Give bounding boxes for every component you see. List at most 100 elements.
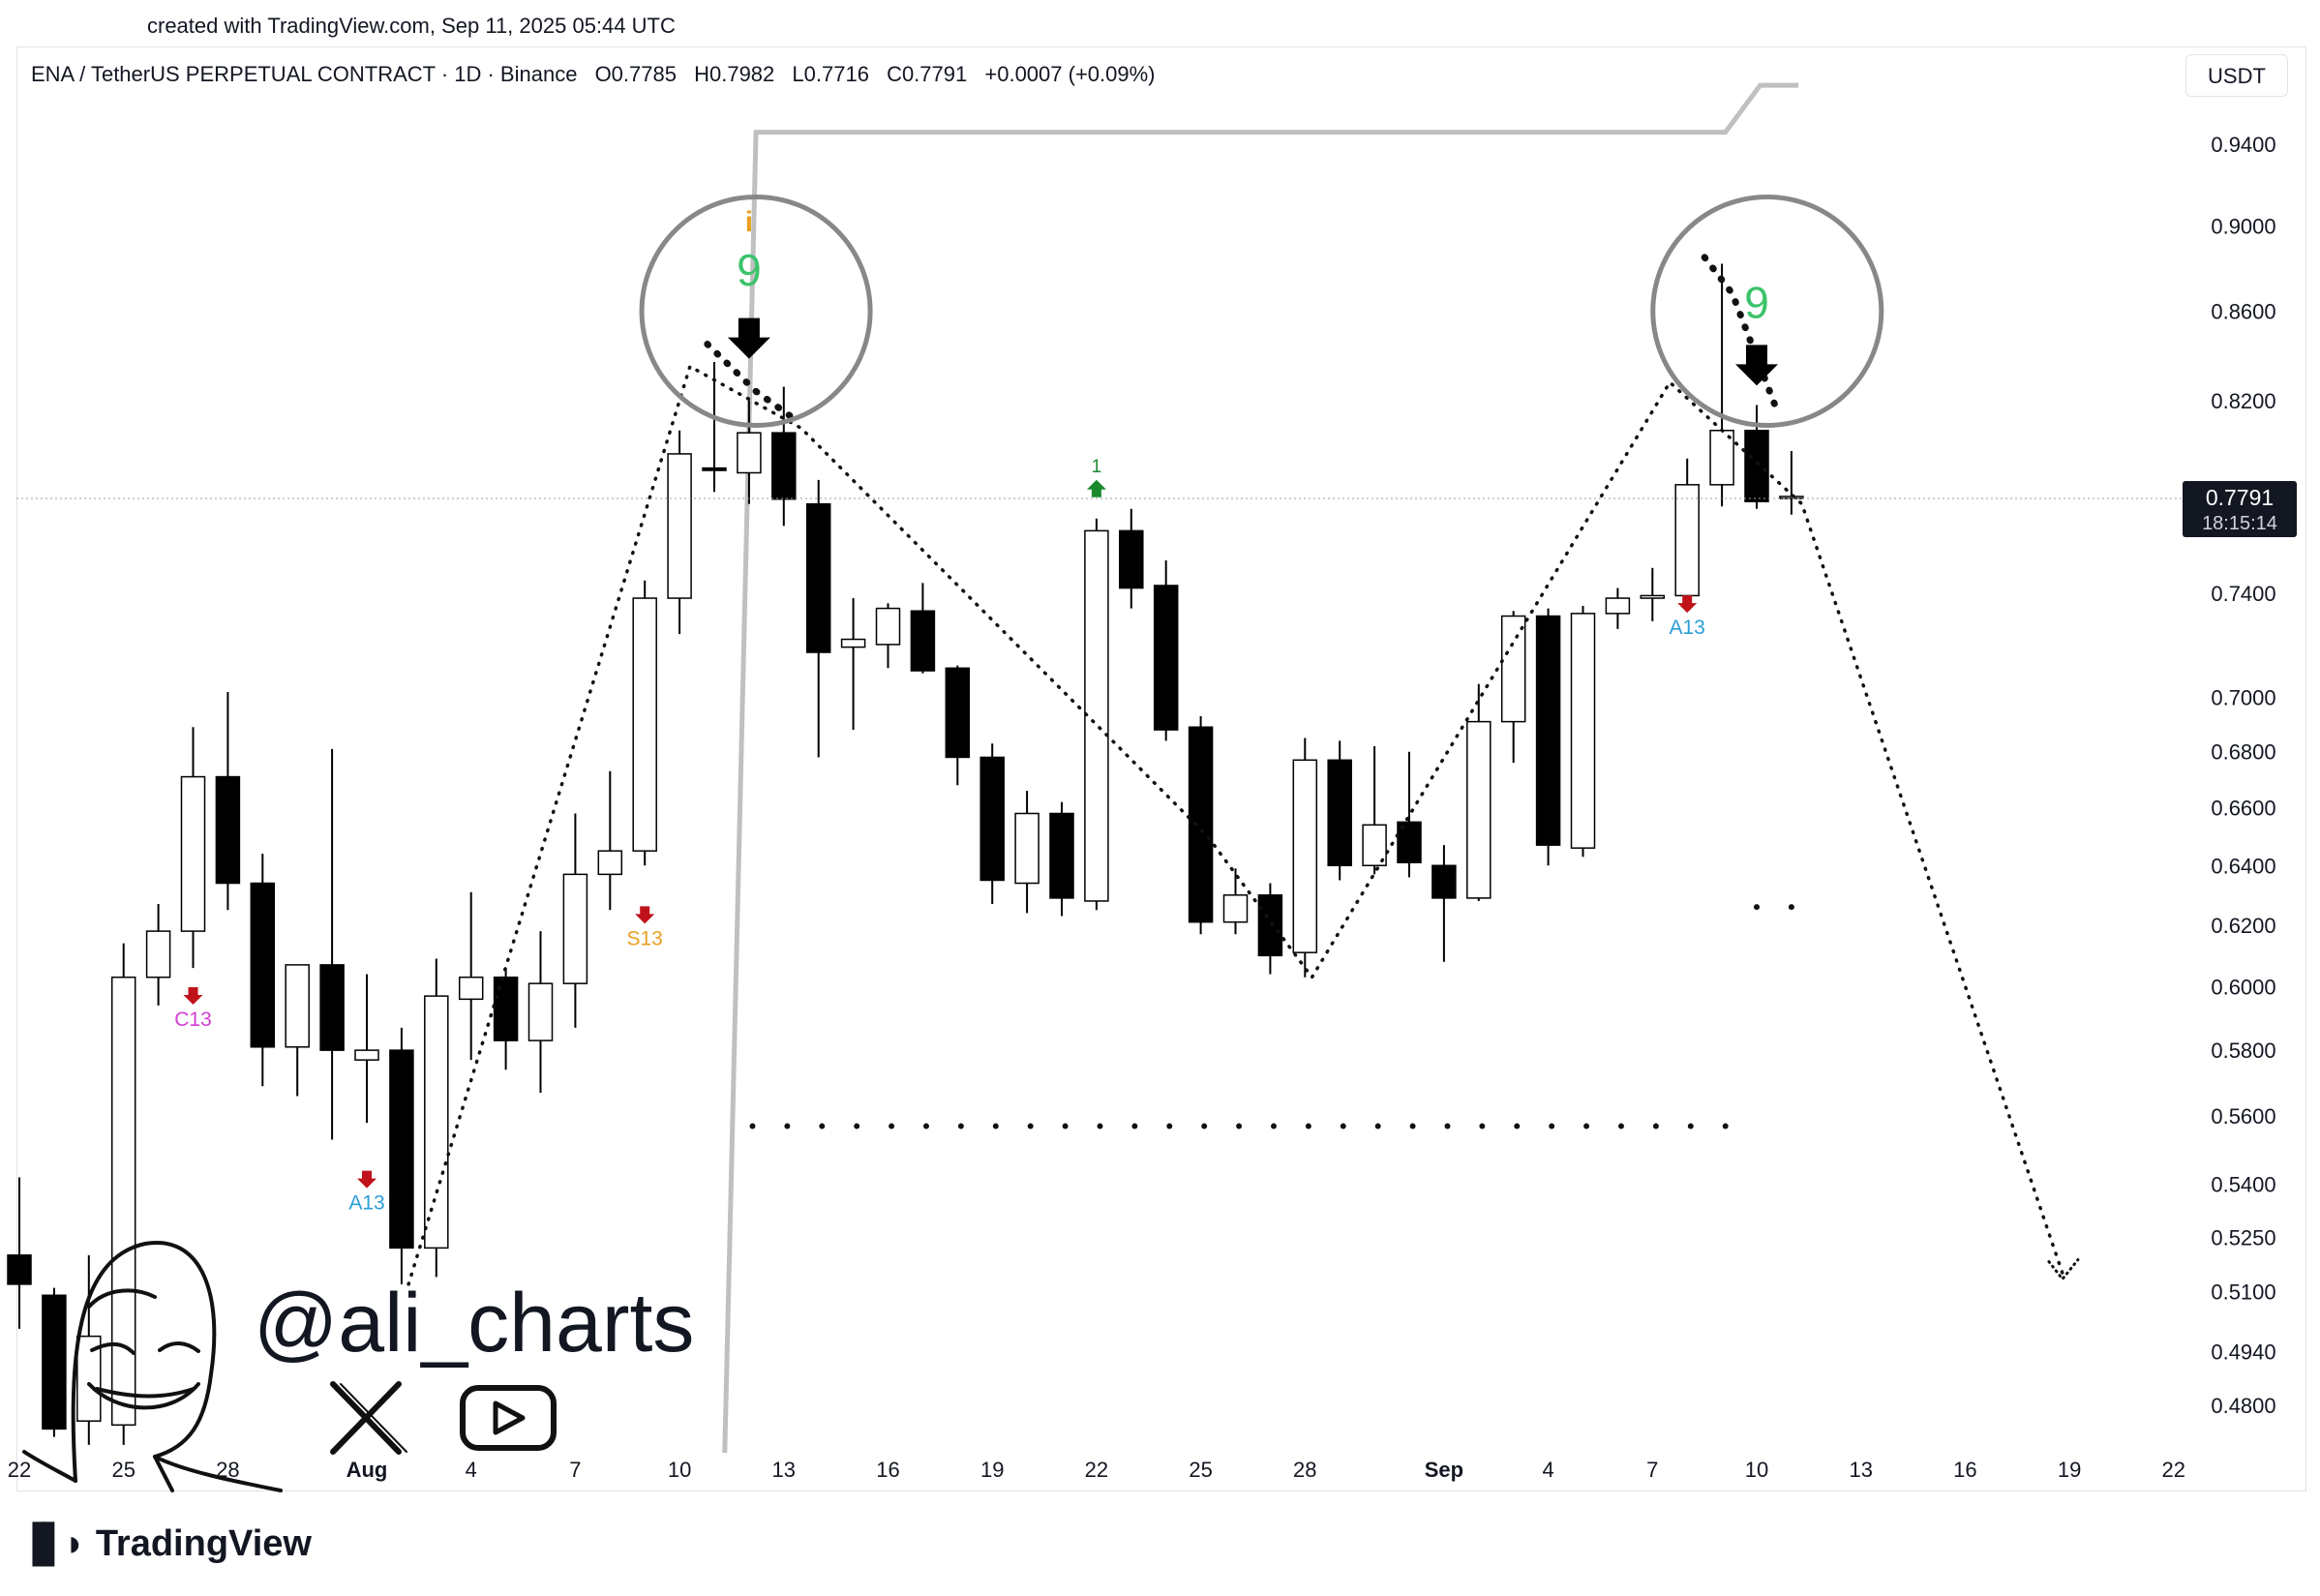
y-tick-label: 0.6800	[2211, 740, 2275, 765]
count-13-label: C13	[174, 1009, 212, 1031]
candle	[1744, 405, 1769, 509]
sell-arrow-icon	[727, 317, 770, 359]
y-tick-label: 0.4800	[2211, 1394, 2275, 1418]
candle-body-down	[493, 976, 519, 1041]
candle-body-up	[597, 850, 623, 876]
candle-body-down	[1257, 894, 1283, 957]
candle	[424, 958, 449, 1278]
candle-body-down	[7, 1254, 32, 1285]
legend-open: O0.7785	[594, 62, 677, 86]
y-tick-label: 0.5800	[2211, 1039, 2275, 1063]
count-13-label: A13	[348, 1192, 384, 1215]
top-circles	[639, 194, 1884, 428]
count-13-label: A13	[1670, 617, 1705, 639]
support-dot	[819, 1123, 826, 1129]
top-dots-right	[1701, 254, 1782, 416]
setup-marker: i	[745, 206, 753, 238]
candle-body-up	[667, 453, 692, 599]
x-tick-label: 25	[1189, 1458, 1212, 1482]
candle	[1709, 263, 1734, 507]
candle-body-down	[389, 1049, 414, 1250]
candle-body-up	[1779, 496, 1804, 499]
candle-body-up	[840, 638, 866, 648]
y-tick-label: 0.5400	[2211, 1173, 2275, 1197]
candle-body-down	[250, 882, 276, 1048]
y-tick-label: 0.7400	[2211, 582, 2275, 606]
candle	[285, 964, 310, 1097]
support-dot	[1549, 1123, 1555, 1129]
candle	[1014, 791, 1039, 914]
x-tick-label: 19	[2058, 1458, 2081, 1482]
tradingview-wordmark: TradingView	[95, 1523, 312, 1564]
candle	[527, 931, 554, 1094]
candle-body-down	[1744, 430, 1769, 502]
legend-symbol: ENA / TetherUS PERPETUAL CONTRACT · 1D ·…	[31, 62, 578, 86]
youtube-icon[interactable]	[460, 1385, 557, 1451]
candle-body-up	[424, 995, 449, 1250]
time-axis: 22 25 28 Aug 4 7 10 13 16 19 22 25 28 Sep 4 7 10 13 16 19 22	[8, 1458, 2185, 1482]
legend-low: L0.7716	[792, 62, 869, 86]
candle	[1674, 458, 1700, 601]
candle	[1500, 611, 1526, 764]
x-tick-label: Sep	[1425, 1458, 1463, 1482]
candle-body-up	[1222, 894, 1249, 923]
td-nine-label: 9	[1744, 277, 1769, 327]
candle-body-down	[1188, 726, 1214, 923]
candle	[1779, 451, 1804, 515]
candle-body-up	[737, 432, 762, 474]
author-handle: @ali_charts	[254, 1277, 695, 1370]
candle-body-down	[771, 432, 797, 500]
candle	[1188, 716, 1214, 935]
candle	[597, 770, 623, 911]
y-tick-label: 0.5250	[2211, 1225, 2275, 1250]
candle-body-up	[1709, 430, 1734, 486]
tradingview-footer[interactable]: ▐▌◗ TradingView	[19, 1523, 312, 1565]
x-logo-icon[interactable]	[330, 1381, 407, 1455]
candle-body-up	[1500, 615, 1526, 723]
candle	[771, 386, 797, 527]
candle	[1153, 560, 1179, 741]
candle	[319, 748, 345, 1140]
candles	[7, 263, 1804, 1445]
support-dots	[749, 904, 1794, 1129]
candle-body-down	[805, 502, 831, 653]
support-dot	[784, 1123, 791, 1129]
currency-button[interactable]: USDT	[2185, 54, 2288, 97]
x-tick-label: 25	[111, 1458, 135, 1482]
support-dot	[1062, 1123, 1069, 1129]
candle	[1049, 801, 1074, 917]
support-dot	[1687, 1123, 1694, 1129]
candle-body-up	[76, 1335, 102, 1422]
legend-close: C0.7791	[887, 62, 968, 86]
candle	[389, 1027, 414, 1284]
x-tick-label: 7	[1646, 1458, 1658, 1482]
y-tick-label: 0.9000	[2211, 214, 2275, 238]
x-tick-label: 22	[2162, 1458, 2185, 1482]
candle-body-down	[215, 775, 241, 885]
buy-count-label: 1	[1092, 457, 1102, 477]
credit-line: created with TradingView.com, Sep 11, 20…	[147, 14, 676, 38]
up-arrow-icon	[1086, 479, 1106, 497]
candle-body-up	[527, 982, 554, 1041]
tradingview-logo-icon: ▐▌◗	[19, 1523, 86, 1564]
y-tick-label: 0.7000	[2211, 686, 2275, 710]
head-shoulders-path	[407, 364, 2064, 1286]
y-tick-label: 0.4940	[2211, 1340, 2275, 1364]
candle	[632, 580, 657, 866]
candle-body-up	[1466, 720, 1491, 899]
candle	[875, 603, 901, 669]
support-dot	[1374, 1123, 1381, 1129]
candle-body-up	[1570, 613, 1596, 849]
candle	[1327, 740, 1352, 881]
candle	[667, 430, 692, 635]
down-arrow-icon	[183, 986, 203, 1005]
x-tick-label: 13	[772, 1458, 796, 1482]
legend-high: H0.7982	[694, 62, 775, 86]
candle	[7, 1177, 32, 1329]
support-dot	[922, 1123, 929, 1129]
x-tick-label: 4	[466, 1458, 477, 1482]
td-nine-label: 9	[737, 245, 762, 295]
y-tick-label: 0.6000	[2211, 975, 2275, 999]
candle	[1119, 508, 1144, 609]
